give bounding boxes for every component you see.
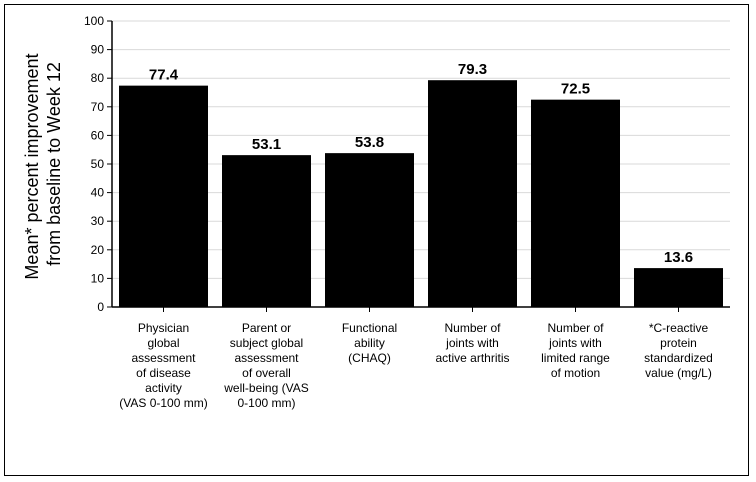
bars: [119, 80, 723, 312]
y-tick-label: 60: [91, 128, 105, 142]
y-tick-label: 50: [91, 157, 105, 171]
bar-value-label: 77.4: [149, 67, 179, 84]
bar: [428, 80, 517, 308]
bar: [325, 153, 414, 307]
y-tick-label: 20: [91, 243, 105, 257]
y-tick-label: 0: [97, 300, 104, 314]
y-tick-label: 80: [91, 71, 105, 85]
bar-value-label: 79.3: [458, 61, 487, 78]
x-category-label: Parent or subject global assessment of over…: [224, 321, 309, 410]
chart-frame: [4, 4, 749, 476]
x-category-label: Number of joints with limited range of moti…: [541, 321, 610, 380]
x-category-label: Number of joints with active arthritis: [435, 321, 510, 365]
bar: [531, 99, 620, 308]
y-tick-label: 40: [91, 186, 105, 200]
bar-value-label: 72.5: [561, 81, 590, 98]
y-tick-label: 70: [91, 100, 105, 114]
x-category-label: Functional ability (CHAQ): [341, 321, 398, 365]
y-tick-label: 30: [91, 214, 105, 228]
bar-value-label: 53.1: [252, 136, 281, 153]
bar: [222, 155, 311, 307]
value-labels: 77.4 53.1 53.8 79.3 72.5 13.6: [149, 61, 693, 266]
x-category-label: Physician global assessment of disease activ…: [119, 321, 208, 410]
gridlines: [112, 20, 730, 279]
y-ticks: 0 10 20 30 40 50 60 70 80 90 100: [84, 14, 112, 314]
y-tick-label: 10: [91, 271, 105, 285]
x-category-label: *C-reactive protein standardized value (mg/…: [644, 321, 713, 380]
bar: [634, 268, 723, 307]
y-tick-label: 90: [91, 43, 105, 57]
bar-value-label: 53.8: [355, 134, 384, 151]
bar: [119, 85, 208, 307]
bar-value-label: 13.6: [664, 249, 693, 266]
y-axis-label: Mean* percent improvement from baseline …: [22, 48, 64, 279]
y-tick-label: 100: [84, 14, 104, 28]
